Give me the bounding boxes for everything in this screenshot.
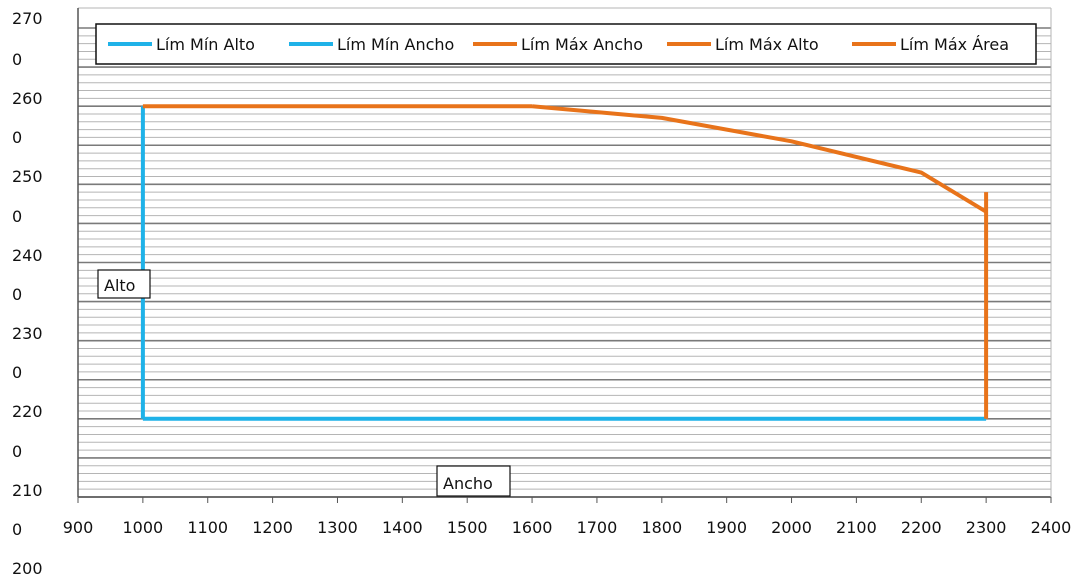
y-tick-label: 250: [12, 167, 43, 186]
y-tick-label: 0: [12, 50, 22, 69]
y-axis-title-box: [97, 269, 151, 299]
x-tick-label: 1500: [447, 518, 488, 537]
y-tick-label: 230: [12, 324, 43, 343]
y-tick-label: 0: [12, 285, 22, 304]
y-tick-label: 0: [12, 128, 22, 147]
grid: [78, 7, 1051, 498]
y-tick-label: 200: [12, 559, 43, 578]
legend: Lím Mín Alto Lím Mín Ancho Lím Máx Ancho Lí…: [95, 23, 1037, 65]
legend-label: Lím Mín Ancho: [337, 35, 454, 54]
tick-labels: 900 1000 1100 1200 1300 1400 1500 1600 1700 1800 1…: [12, 9, 1071, 578]
x-axis-title: Ancho: [443, 474, 493, 493]
legend-label: Lím Máx Alto: [715, 35, 819, 54]
x-tick-label: 2200: [901, 518, 942, 537]
y-tick-label: 240: [12, 246, 43, 265]
x-tick-label: 1400: [382, 518, 423, 537]
x-tick-label: 1600: [512, 518, 553, 537]
series-layer: [140, 104, 989, 421]
y-tick-label: 270: [12, 9, 43, 28]
axes: [77, 8, 1052, 503]
x-tick-label: 1000: [123, 518, 164, 537]
legend-label: Lím Mín Alto: [156, 35, 255, 54]
y-tick-label: 210: [12, 481, 43, 500]
x-tick-label: 900: [63, 518, 94, 537]
x-tick-label: 2400: [1031, 518, 1072, 537]
x-axis-title-box: [436, 465, 511, 497]
x-tick-label: 2000: [771, 518, 812, 537]
x-tick-label: 2100: [836, 518, 877, 537]
y-tick-label: 260: [12, 89, 43, 108]
x-tick-label: 2300: [966, 518, 1007, 537]
x-tick-label: 1800: [641, 518, 682, 537]
y-tick-label: 0: [12, 363, 22, 382]
y-tick-label: 0: [12, 442, 22, 461]
x-tick-label: 1900: [706, 518, 747, 537]
legend-label: Lím Máx Ancho: [521, 35, 643, 54]
y-axis-title: Alto: [104, 276, 135, 295]
x-tick-label: 1300: [317, 518, 358, 537]
x-tick-label: 1200: [252, 518, 293, 537]
y-tick-label: 0: [12, 207, 22, 226]
x-tick-label: 1100: [187, 518, 228, 537]
y-tick-label: 0: [12, 520, 22, 539]
y-tick-label: 220: [12, 402, 43, 421]
legend-label: Lím Máx Área: [900, 35, 1009, 54]
x-tick-label: 1700: [577, 518, 618, 537]
series-line-l-m-m-x-rea: [531, 104, 988, 214]
axis-titles: Alto Ancho: [97, 269, 511, 497]
